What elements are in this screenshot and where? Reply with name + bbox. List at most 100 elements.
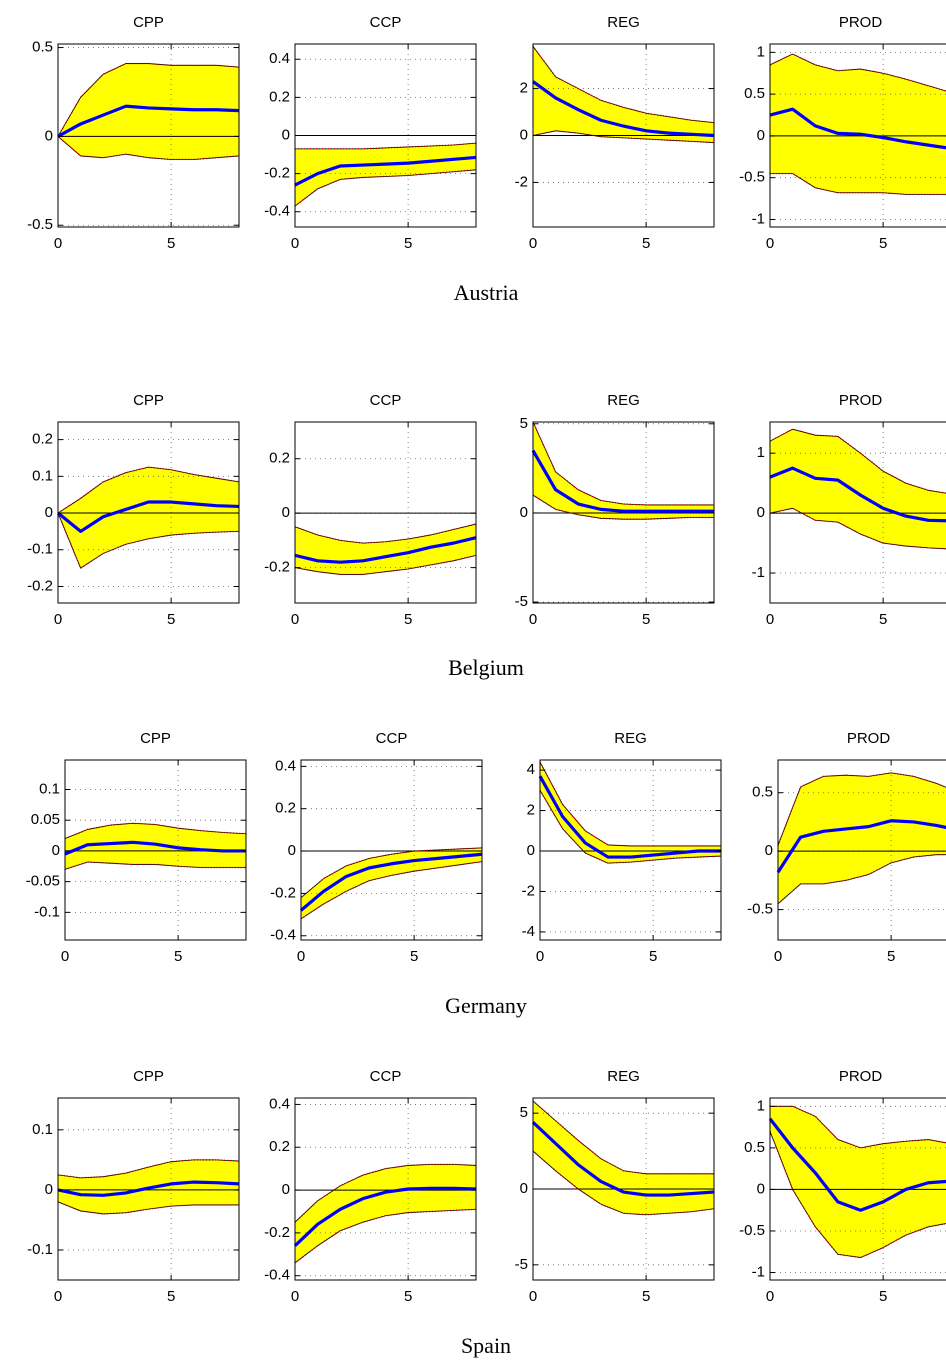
row-caption: Belgium (448, 655, 524, 680)
y-tick-label: 0 (520, 504, 528, 521)
confidence-band (533, 422, 714, 520)
response-line (294, 536, 477, 564)
y-tick-label: 0.5 (744, 1139, 765, 1156)
y-tick-label: 0 (45, 127, 53, 144)
y-tick-label: -1 (752, 1263, 765, 1280)
y-tick-label: 0 (282, 126, 290, 143)
confidence-band (65, 823, 246, 870)
axes-frame (294, 421, 477, 604)
x-tick-label: 5 (887, 948, 895, 965)
y-tick-label: 2 (527, 802, 535, 819)
y-tick-label: 0 (52, 842, 60, 859)
panel: CCP -0.4 -0.2 0 0.2 0.4 0 5 (264, 1068, 477, 1305)
row-caption: Germany (445, 993, 527, 1018)
confidence-band (533, 1101, 714, 1215)
y-tick-label: -1 (752, 210, 765, 227)
response-line (57, 104, 240, 138)
panel-title: CPP (133, 392, 164, 409)
response-line (538, 775, 721, 859)
y-tick-label: -0.4 (264, 1267, 290, 1284)
panel: PROD -1 0 1 0 5 (752, 392, 946, 628)
y-tick-label: 0.4 (269, 50, 290, 67)
y-tick-label: -0.4 (270, 927, 296, 944)
y-tick-label: 0 (520, 1180, 528, 1197)
response-line (531, 1121, 715, 1197)
x-tick-label: 0 (774, 948, 782, 965)
y-tick-label: 0.05 (31, 811, 60, 828)
band-edge-dots (300, 860, 483, 920)
panel: CPP -0.1 -0.05 0 0.05 0.1 0 5 (26, 730, 247, 965)
x-tick-label: 5 (642, 1288, 650, 1305)
band-edge (532, 494, 714, 520)
x-tick-label: 5 (167, 611, 175, 628)
y-tick-label: -0.1 (34, 903, 60, 920)
x-tick-label: 5 (410, 948, 418, 965)
y-tick-label: 0.5 (32, 39, 53, 56)
x-tick-label: 5 (879, 1288, 887, 1305)
y-tick-label: 0.1 (32, 467, 53, 484)
panel: PROD -0.5 0 0.5 0 5 (747, 730, 946, 965)
y-tick-label: 0 (527, 842, 535, 859)
y-tick-label: 0 (765, 842, 773, 859)
y-tick-label: 0 (282, 1181, 290, 1198)
x-tick-label: 5 (404, 1288, 412, 1305)
panel-title: REG (607, 1068, 640, 1085)
band-edge-dots (769, 428, 946, 494)
y-tick-label: 0.5 (752, 784, 773, 801)
confidence-band (295, 524, 476, 575)
x-tick-label: 0 (54, 235, 62, 252)
x-tick-label: 5 (642, 235, 650, 252)
panel-title: PROD (847, 730, 891, 747)
x-tick-label: 5 (879, 611, 887, 628)
y-tick-label: 1 (757, 1097, 765, 1114)
x-tick-label: 5 (879, 235, 887, 252)
panel-title: CPP (140, 730, 171, 747)
x-tick-label: 0 (54, 611, 62, 628)
y-tick-label: -0.5 (739, 1222, 765, 1239)
y-tick-label: 0.1 (39, 780, 60, 797)
y-tick-label: 0.2 (269, 88, 290, 105)
confidence-band (770, 1106, 946, 1258)
x-tick-label: 5 (174, 948, 182, 965)
response-line (532, 80, 715, 138)
x-tick-label: 0 (291, 611, 299, 628)
band-edge-dots (532, 1150, 715, 1216)
band-edge-dots (295, 142, 477, 150)
y-tick-label: -0.5 (747, 901, 773, 918)
y-tick-label: -2 (522, 882, 535, 899)
panel: CCP -0.4 -0.2 0 0.2 0.4 0 5 (264, 14, 477, 252)
y-tick-label: 0.4 (269, 1095, 290, 1112)
y-tick-label: 0 (45, 1181, 53, 1198)
x-tick-label: 0 (766, 1288, 774, 1305)
response-line (57, 1180, 240, 1197)
panel: PROD -1 -0.5 0 0.5 1 0 5 (739, 1068, 946, 1305)
y-tick-label: -1 (752, 564, 765, 581)
y-tick-label: 0 (45, 504, 53, 521)
band-edge (57, 136, 240, 160)
band-edge-dots (532, 1100, 714, 1175)
band-edge (539, 790, 722, 864)
x-tick-label: 0 (766, 611, 774, 628)
band-edge-dots (777, 853, 946, 905)
confidence-band (301, 847, 482, 919)
y-tick-label: -0.1 (27, 1241, 53, 1258)
confidence-band (295, 1164, 476, 1263)
band-edge-dots (532, 130, 715, 144)
panel-title: CCP (370, 14, 402, 31)
y-tick-label: 0 (757, 127, 765, 144)
y-tick-label: -5 (515, 593, 528, 610)
axes-frame (777, 759, 946, 941)
x-tick-label: 0 (536, 948, 544, 965)
y-tick-label: 0.1 (32, 1121, 53, 1138)
panel-title: CPP (133, 14, 164, 31)
y-tick-label: 0 (520, 126, 528, 143)
band-edge (770, 173, 946, 195)
confidence-band (770, 429, 946, 549)
response-line (776, 819, 946, 874)
band-edge-dots (769, 1130, 946, 1259)
response-line (299, 852, 483, 912)
y-tick-label: -0.2 (264, 559, 290, 576)
y-tick-label: 0 (757, 1180, 765, 1197)
